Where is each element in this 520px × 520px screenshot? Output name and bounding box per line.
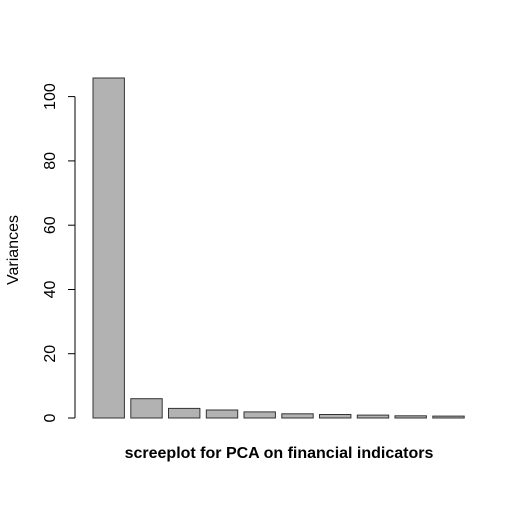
y-tick-label: 40 — [42, 281, 59, 299]
bar-pc1 — [92, 77, 125, 419]
y-tick-label: 0 — [42, 413, 59, 422]
y-axis-ticks: 0 20 40 60 80 100 — [42, 83, 75, 422]
bar-pc8 — [356, 414, 390, 419]
y-tick-label: 60 — [42, 216, 59, 234]
y-tick-label: 20 — [42, 345, 59, 363]
y-axis-title: Variances — [5, 215, 22, 285]
y-tick-label: 80 — [42, 152, 59, 170]
bar-pc5 — [243, 411, 276, 419]
bar-pc9 — [394, 415, 427, 419]
bar-pc7 — [319, 414, 352, 419]
bar-pc10 — [432, 415, 465, 419]
bar-pc4 — [205, 409, 239, 419]
bar-series — [92, 77, 465, 419]
y-tick-label: 100 — [42, 83, 59, 110]
bar-pc3 — [168, 407, 201, 419]
x-axis-title: screeplot for PCA on financial indicator… — [125, 445, 434, 462]
bar-pc2 — [130, 398, 163, 419]
bar-pc6 — [281, 413, 314, 419]
